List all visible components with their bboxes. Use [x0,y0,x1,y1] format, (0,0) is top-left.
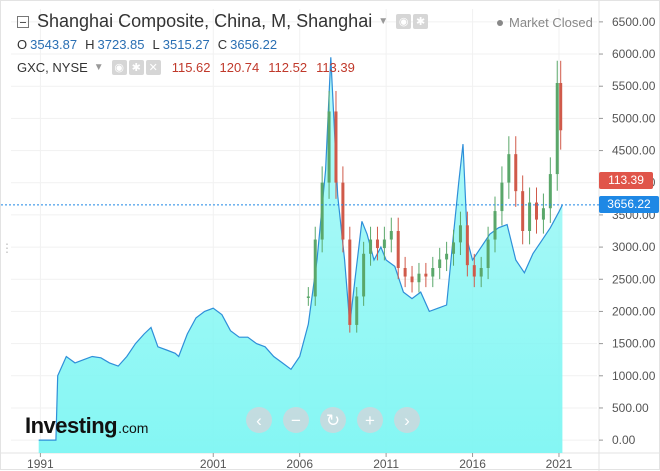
gxc-series-legend: GXC, NYSE ▼ ◉ ✱ ✕ 115.62 120.74 112.52 1… [17,60,355,75]
gxc-candle-body [452,242,456,254]
reset-icon[interactable]: ↻ [320,407,346,433]
y-tick-label: 5500.00 [612,79,656,93]
open-label: O [17,37,28,52]
gear-icon[interactable]: ✱ [128,60,144,75]
y-tick-label: 5000.00 [612,111,656,125]
gxc-candle-body [341,182,345,240]
y-tick-label: 0.00 [612,433,636,447]
collapse-square-icon[interactable] [17,15,29,28]
gxc-candle-body [555,83,559,175]
gxc-candle-body [327,111,331,183]
main-last-price-tag: 3656.22 [599,196,659,213]
high-label: H [85,37,95,52]
status-dot-icon [497,19,503,26]
gxc-candle-body [521,191,525,231]
y-tick-label: 1500.00 [612,337,656,351]
gxc-candle-body [528,202,532,231]
gxc-candle-body [559,83,563,131]
eye-icon[interactable]: ◉ [396,14,412,29]
gxc-candle-body [486,239,490,268]
gxc-candle-body [313,239,317,297]
gxc-candle-body [382,239,386,249]
high-value: 3723.85 [97,37,145,52]
gxc-candle-body [320,182,324,240]
gxc-candle-body [362,253,366,297]
resize-handle-icon[interactable]: ⋮ [1,241,13,255]
low-value: 3515.27 [162,37,210,52]
gxc-candle-body [348,239,352,325]
chevron-left-icon[interactable]: ‹ [246,407,272,433]
x-tick-label: 2016 [459,457,486,471]
gxc-candle-body [507,154,511,183]
gxc-candle-body [396,231,400,268]
investing-logo: Investing .com [25,413,148,439]
y-tick-label: 500.00 [612,401,649,415]
market-status: Market Closed [497,15,593,30]
y-tick-label: 2000.00 [612,304,656,318]
gxc-candle-body [472,265,476,277]
eye-icon[interactable]: ◉ [111,60,127,75]
minus-icon[interactable]: − [283,407,309,433]
gxc-candle-body [424,273,428,277]
gxc-candle-body [445,253,449,260]
gxc-last-price-tag: 113.39 [599,172,653,189]
x-tick-label: 2021 [546,457,573,471]
gxc-high-value: 120.74 [219,60,260,75]
gxc-open-value: 115.62 [171,60,211,75]
gxc-candle-body [500,182,504,212]
chevron-down-icon[interactable]: ▼ [93,62,104,73]
gxc-candle-body [403,268,407,277]
y-tick-label: 3000.00 [612,240,656,254]
close-value: 3656.22 [230,37,278,52]
gxc-candle-body [493,211,497,240]
open-value: 3543.87 [30,37,78,52]
gxc-candle-body [410,276,414,283]
y-tick-label: 2500.00 [612,272,656,286]
logo-wordmark: Investing [25,413,118,438]
y-tick-label: 1000.00 [612,369,656,383]
chevron-down-icon[interactable]: ▼ [378,16,389,27]
logo-suffix: .com [118,420,149,436]
gxc-candle-body [438,259,442,268]
gxc-candle-body [375,239,379,249]
gxc-candle-body [514,154,518,192]
x-tick-label: 2011 [373,457,399,471]
plus-icon[interactable]: + [357,407,383,433]
y-tick-label: 4500.00 [612,144,656,158]
y-tick-label: 6000.00 [612,47,656,61]
chevron-right-icon[interactable]: › [394,407,420,433]
gxc-candle-body [306,296,310,298]
gear-icon[interactable]: ✱ [413,14,429,29]
x-tick-label: 2006 [286,457,313,471]
gxc-candle-body [355,296,359,325]
gxc-low-value: 112.52 [268,60,308,75]
gxc-candle-body [369,239,373,254]
ohlc-readout: O 3543.87 H 3723.85 L 3515.27 C 3656.22 [17,37,285,52]
gxc-candle-body [389,231,393,240]
gxc-candle-body [541,208,545,220]
x-tick-label: 2001 [200,457,227,471]
gxc-close-value: 113.39 [316,60,355,75]
low-label: L [152,37,160,52]
gxc-candle-body [534,202,538,220]
gxc-candle-body [334,111,338,183]
y-tick-label: 6500.00 [612,15,656,29]
market-status-text: Market Closed [509,15,593,30]
gxc-series-title: GXC, NYSE [17,60,88,75]
zoom-controls: ‹ − ↻ + › [246,407,431,433]
gxc-candle-body [479,268,483,277]
close-label: C [217,37,228,52]
gxc-candle-body [458,225,462,243]
close-icon[interactable]: ✕ [145,60,161,75]
main-series-legend: Shanghai Composite, China, M, Shanghai ▼… [17,11,430,32]
shanghai-area-fill [38,57,563,454]
gxc-candle-body [548,174,552,209]
gxc-candle-body [417,273,421,283]
main-series-title: Shanghai Composite, China, M, Shanghai [37,11,373,31]
gxc-candle-body [431,268,435,277]
gxc-candle-body [465,225,469,266]
x-tick-label: 1991 [27,457,54,471]
